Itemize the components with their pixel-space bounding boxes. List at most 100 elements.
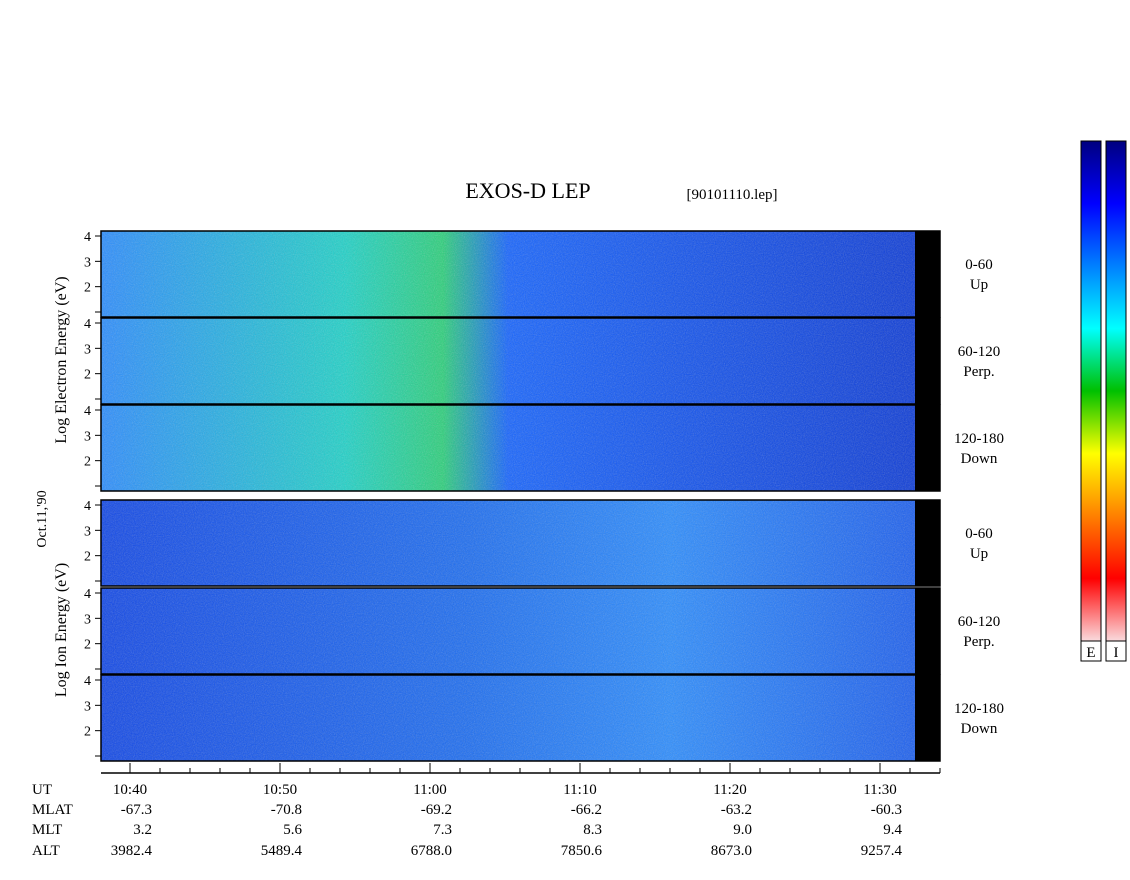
x-value-mlt: 3.2 [133,822,152,838]
colorbar-gradient [1080,140,1102,642]
y-tick-label: 3 [84,612,91,627]
electron-panel-1: 4 3 2 [84,317,941,405]
pitch-direction: Up [970,277,988,293]
x-value-alt: 7850.6 [561,843,603,859]
panel-frame [100,499,941,587]
data-gap-band [915,588,940,674]
pitch-direction: Perp. [963,634,994,650]
x-value-mlat: -63.2 [721,802,752,818]
x-value-ut: 11:10 [563,782,597,798]
colorbar-gradient [1105,140,1127,642]
colorbar-I: I [1105,140,1127,662]
pitch-direction: Perp. [963,364,994,380]
y-tick-label: 3 [84,699,91,714]
panel-frame [100,674,941,762]
panel-frame [100,230,941,318]
pitch-direction: Down [961,451,998,467]
spectrogram-noise [101,588,915,674]
row-label: UT [32,782,52,798]
figure-title: EXOS-D LEP [465,178,590,203]
y-tick-label: 3 [84,524,91,539]
ion-panel-1: 4 3 2 [84,587,941,675]
pitch-angle-range: 60-120 [958,614,1001,630]
data-gap-band [915,675,940,761]
x-value-ut: 11:30 [863,782,897,798]
pitch-angle-range: 0-60 [965,257,993,273]
axis-label-text: Log Electron Energy (eV) [53,276,70,443]
y-tick-label: 2 [84,638,91,653]
x-value-mlat: -66.2 [571,802,602,818]
y-tick-label: 2 [84,281,91,296]
panel-frame [100,317,941,405]
pitch-angle-labels: 0-60 Up 60-120 Perp. 120-180 Down 0-60 Up 60-120… [954,257,1004,737]
x-value-mlt: 5.6 [283,822,302,838]
x-value-mlt: 9.0 [733,822,752,838]
pitch-angle-range: 120-180 [954,701,1004,717]
x-value-alt: 6788.0 [411,843,452,859]
spectrogram-noise [101,405,915,491]
data-gap-band [915,318,940,404]
spectrogram-noise [101,318,915,404]
x-value-mlat: -60.3 [871,802,902,818]
colorbar-label-box [1105,640,1127,662]
x-value-ut: 11:20 [713,782,747,798]
y-tick-label: 4 [84,587,91,602]
spectrogram-noise [101,675,915,761]
row-label: MLT [32,822,62,838]
colorbar-label-box [1080,640,1102,662]
electron-energy-axis-label: Log Electron Energy (eV) [53,276,70,443]
x-value-mlt: 8.3 [583,822,602,838]
spectrogram-noise [101,500,915,586]
ion-panel-0: 4 3 2 [84,499,941,587]
data-gap-band [915,405,940,491]
x-value-mlat: -70.8 [271,802,302,818]
orbit-parameter-table: UT MLAT MLT ALT 10:40 -67.3 3.2 3982.4 10:50 -70.… [32,782,903,859]
y-tick-label: 4 [84,230,91,245]
y-tick-label: 4 [84,404,91,419]
spectrogram-panels: 4 3 2 4 3 2 4 3 2 4 3 2 4 3 2 4 3 2 [84,230,941,762]
y-tick-label: 3 [84,255,91,270]
ion-panel-2: 4 3 2 [84,674,941,762]
y-tick-label: 4 [84,674,91,689]
electron-panel-2: 4 3 2 [84,404,941,492]
row-label: MLAT [32,802,73,818]
y-tick-label: 2 [84,368,91,383]
pitch-direction: Down [961,721,998,737]
spectrogram-noise [101,231,915,317]
x-value-alt: 8673.0 [711,843,752,859]
y-tick-label: 4 [84,317,91,332]
row-label: ALT [32,843,60,859]
y-tick-label: 3 [84,342,91,357]
x-value-ut: 10:40 [113,782,147,798]
pitch-angle-range: 60-120 [958,344,1001,360]
x-value-alt: 9257.4 [861,843,903,859]
x-value-mlat: -67.3 [121,802,152,818]
ut-axis [101,763,941,774]
y-tick-label: 2 [84,550,91,565]
pitch-direction: Up [970,546,988,562]
y-tick-label: 3 [84,429,91,444]
colorbar-E: E [1080,140,1102,662]
x-value-ut: 11:00 [413,782,447,798]
y-tick-label: 2 [84,725,91,740]
file-label: [90101110.lep] [687,187,778,203]
date-label: Oct.11,'90 [35,490,50,547]
panel-frame [100,404,941,492]
y-tick-label: 4 [84,499,91,514]
data-gap-band [915,231,940,317]
x-value-mlat: -69.2 [421,802,452,818]
ion-energy-axis-label: Log Ion Energy (eV) [53,563,70,697]
panel-frame [100,587,941,675]
x-value-mlt: 7.3 [433,822,452,838]
colorbar-label: E [1086,645,1095,661]
x-value-ut: 10:50 [263,782,297,798]
x-value-alt: 5489.4 [261,843,303,859]
y-tick-label: 2 [84,455,91,470]
x-value-alt: 3982.4 [111,843,153,859]
pitch-angle-range: 0-60 [965,526,993,542]
data-gap-band [915,500,940,586]
pitch-angle-range: 120-180 [954,431,1004,447]
axis-label-text: Log Ion Energy (eV) [53,563,70,697]
